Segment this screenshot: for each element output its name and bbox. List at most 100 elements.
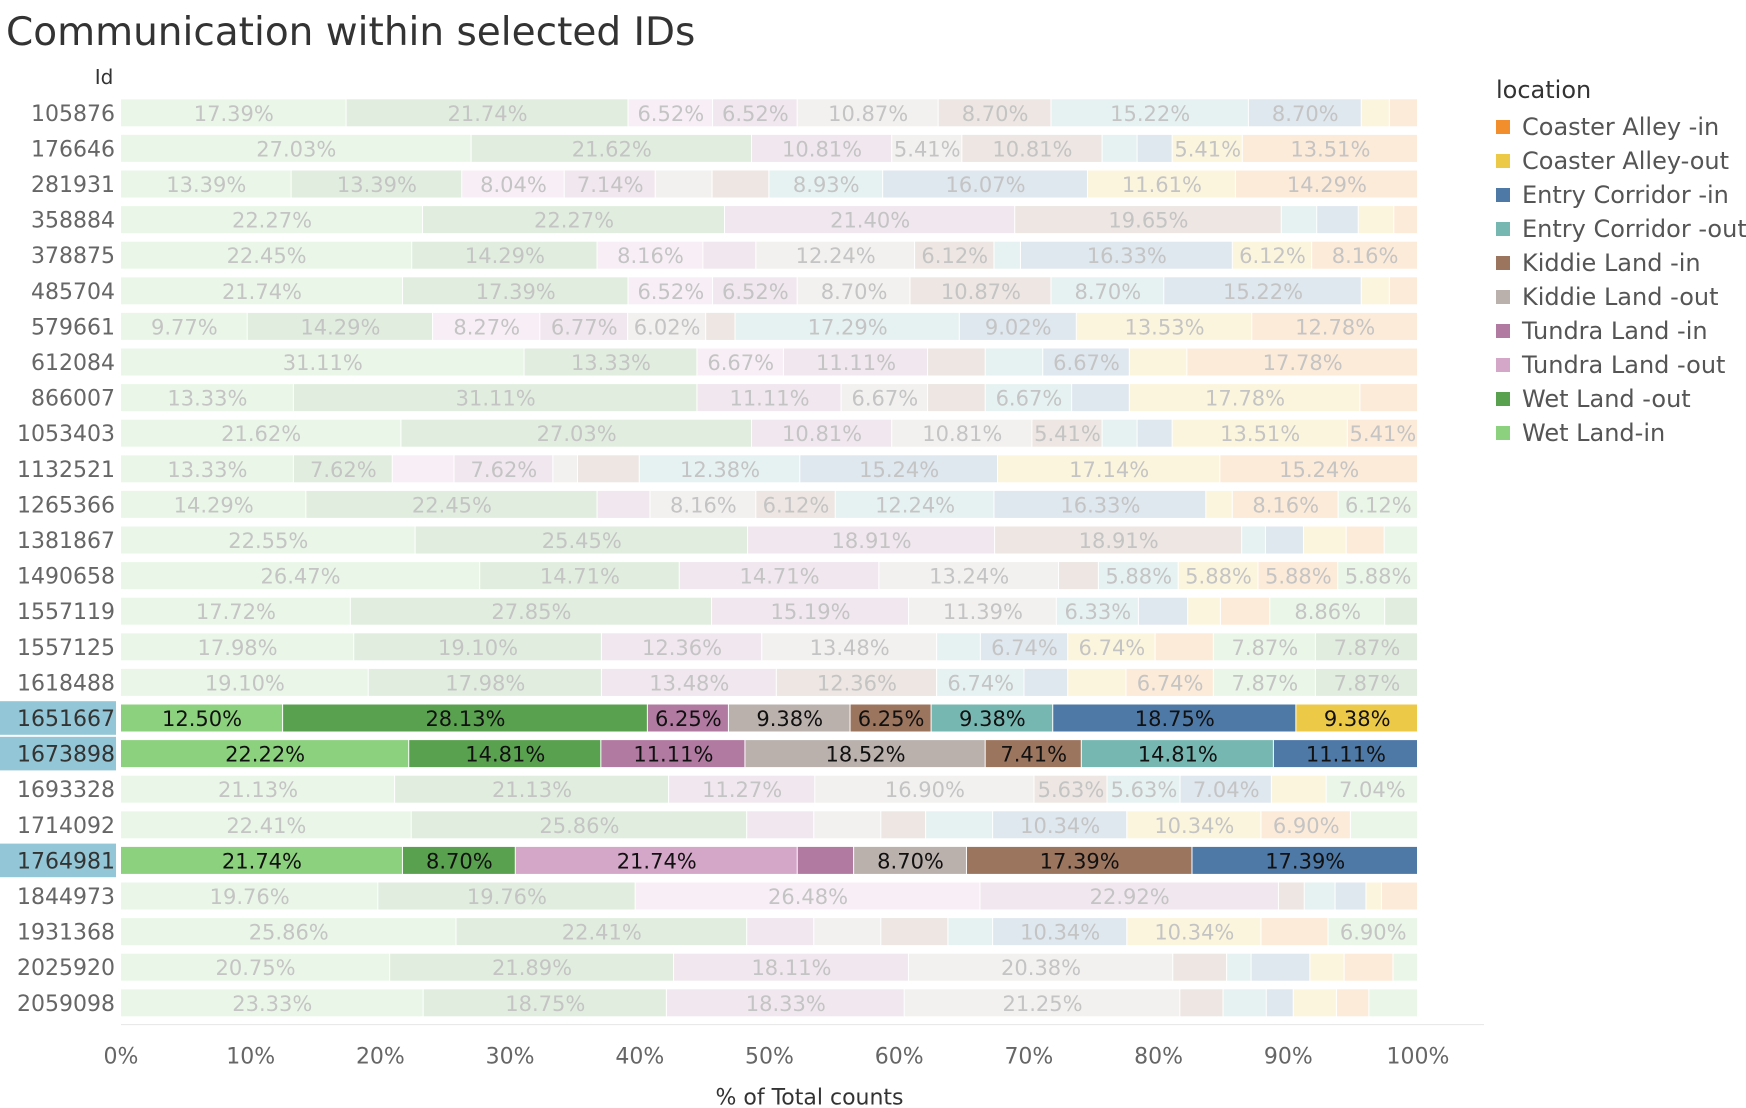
bar-segment	[1265, 526, 1303, 554]
data-label: 7.14%	[577, 173, 644, 197]
legend-item-kiddie-land-out[interactable]: Kiddie Land -out	[1496, 280, 1746, 314]
legend-title: location	[1496, 76, 1592, 104]
bar-segment	[735, 312, 959, 340]
data-label: 21.62%	[572, 137, 652, 161]
bar-segment	[994, 490, 1206, 518]
data-label: 17.39%	[1040, 849, 1120, 873]
data-label: 9.38%	[959, 707, 1026, 731]
bar-segment	[1051, 277, 1164, 305]
data-label: 21.62%	[221, 422, 301, 446]
legend-item-wet-land-in[interactable]: Wet Land-in	[1496, 416, 1746, 450]
data-label: 15.19%	[771, 600, 851, 624]
bar-segment	[756, 490, 835, 518]
data-label: 6.12%	[1345, 493, 1412, 517]
bar-segment	[1232, 241, 1312, 269]
legend-swatch	[1496, 324, 1510, 338]
bar-segment	[628, 99, 713, 127]
row-id-label: 1265366	[17, 493, 115, 518]
row-id-label: 1053403	[17, 422, 115, 447]
bar-segment	[697, 384, 841, 412]
bar-segment	[706, 312, 735, 340]
data-label: 17.72%	[196, 600, 276, 624]
data-label: 12.24%	[875, 493, 955, 517]
data-label: 14.81%	[465, 743, 545, 767]
data-label: 17.78%	[1205, 387, 1285, 411]
legend-item-tundra-land-in[interactable]: Tundra Land -in	[1496, 314, 1746, 348]
bar-segment	[997, 455, 1220, 483]
bar-segment	[401, 419, 751, 447]
legend-item-kiddie-land-in[interactable]: Kiddie Land -in	[1496, 246, 1746, 280]
legend-item-entry-corridor-out[interactable]: Entry Corridor -out	[1496, 212, 1746, 246]
row-highlight	[0, 843, 116, 878]
bar-segment	[121, 277, 402, 305]
data-label: 26.47%	[261, 565, 341, 589]
bar-segment	[1389, 277, 1417, 305]
bar-segment	[1192, 846, 1417, 874]
data-label: 21.74%	[222, 849, 302, 873]
row-id-label: 1651667	[17, 707, 115, 732]
bar-segment	[1304, 882, 1335, 910]
data-label: 17.78%	[1263, 351, 1343, 375]
bar-segment	[783, 348, 928, 376]
bar-segment	[121, 918, 456, 946]
bar-segment	[121, 562, 480, 590]
data-label: 18.91%	[1079, 529, 1159, 553]
bar-segment	[655, 170, 712, 198]
data-label: 13.51%	[1220, 422, 1300, 446]
data-label: 21.13%	[218, 778, 298, 802]
legend-item-coaster-alley-in[interactable]: Coaster Alley -in	[1496, 110, 1746, 144]
data-label: 8.70%	[1075, 280, 1142, 304]
bar-segment	[1127, 918, 1261, 946]
bar-segment	[797, 846, 854, 874]
data-label: 19.10%	[438, 636, 518, 660]
data-label: 6.52%	[722, 102, 789, 126]
bar-segment	[121, 775, 395, 803]
legend-item-wet-land-out[interactable]: Wet Land -out	[1496, 382, 1746, 416]
chart-title: Communication within selected IDs	[6, 10, 696, 55]
data-label: 15.22%	[1223, 280, 1303, 304]
bar-segment	[1155, 633, 1213, 661]
data-label: 6.74%	[1079, 636, 1146, 660]
bar-segment	[415, 526, 748, 554]
data-label: 22.92%	[1090, 885, 1170, 909]
data-label: 6.52%	[722, 280, 789, 304]
bar-segment	[666, 989, 904, 1017]
row-id-label: 1618488	[17, 671, 115, 696]
x-tick-label: 60%	[875, 1045, 924, 1070]
data-label: 8.93%	[793, 173, 860, 197]
bar-segment	[121, 348, 524, 376]
bar-segment	[1261, 811, 1350, 839]
bar-segment	[713, 99, 797, 127]
data-label: 25.86%	[249, 921, 329, 945]
data-label: 8.27%	[453, 315, 520, 339]
bar-segment	[121, 704, 283, 732]
bar-segment	[797, 277, 910, 305]
bar-segment	[1129, 348, 1187, 376]
data-label: 5.63%	[1111, 778, 1178, 802]
data-label: 19.65%	[1108, 209, 1188, 233]
bar-segment	[1385, 597, 1417, 625]
data-label: 6.74%	[991, 636, 1058, 660]
legend-swatch	[1496, 290, 1510, 304]
bar-segment	[1344, 953, 1393, 981]
legend-item-coaster-alley-out[interactable]: Coaster Alley-out	[1496, 144, 1746, 178]
bar-segment	[121, 419, 401, 447]
bar-segment	[390, 953, 674, 981]
bar-segment	[121, 312, 247, 340]
row-id-label: 2025920	[17, 956, 115, 981]
bar-segment	[1384, 526, 1417, 554]
bar-segment	[679, 562, 879, 590]
data-label: 21.74%	[222, 280, 302, 304]
data-label: 18.52%	[826, 743, 906, 767]
data-label: 10.81%	[922, 422, 1002, 446]
data-label: 21.89%	[492, 956, 572, 980]
bar-segment	[121, 882, 378, 910]
bar-segment	[1173, 953, 1227, 981]
legend-item-tundra-land-out[interactable]: Tundra Land -out	[1496, 348, 1746, 382]
x-tick-label: 50%	[745, 1045, 794, 1070]
bar-segment	[1034, 775, 1107, 803]
legend-item-entry-corridor-in[interactable]: Entry Corridor -in	[1496, 178, 1746, 212]
data-label: 13.39%	[337, 173, 417, 197]
data-label: 8.70%	[426, 849, 493, 873]
data-label: 5.88%	[1265, 565, 1332, 589]
